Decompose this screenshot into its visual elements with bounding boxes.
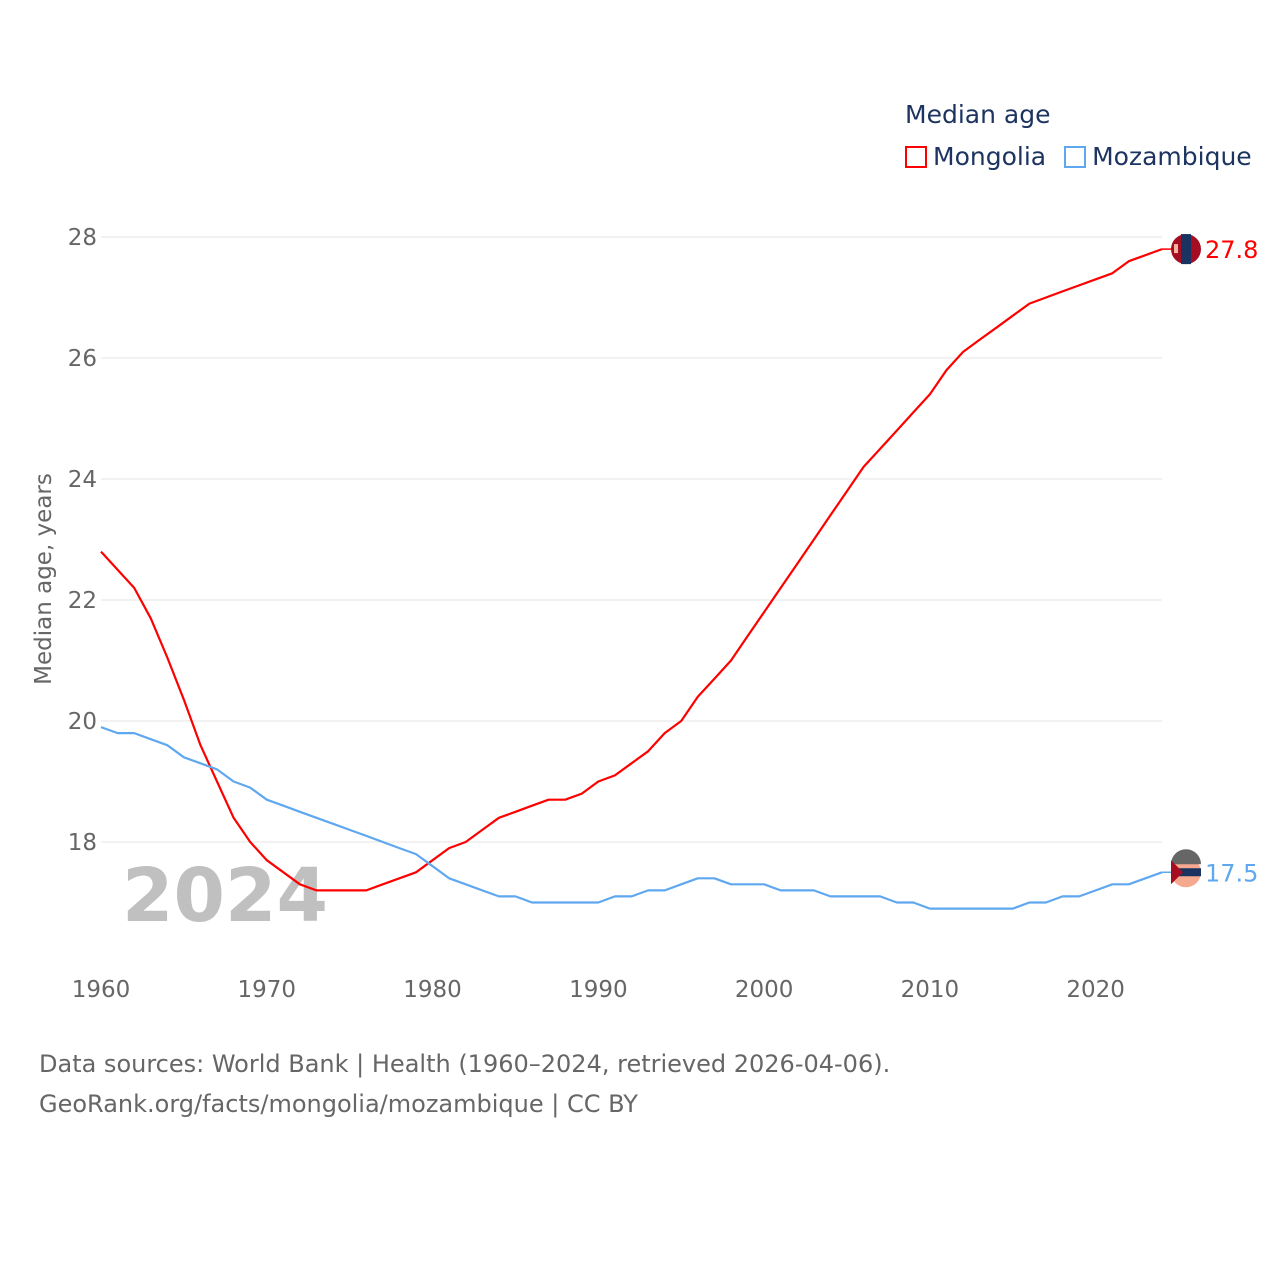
y-tick-label: 26: [68, 346, 97, 372]
series-line-mozambique: [100, 726, 1163, 910]
flag-stripe: [1171, 868, 1201, 877]
series-lines: [100, 248, 1163, 910]
x-tick-label: 1980: [403, 977, 462, 1003]
legend-item-mozambique[interactable]: Mozambique: [1064, 142, 1252, 171]
y-tick-label: 22: [68, 588, 97, 614]
x-tick-label: 2010: [901, 977, 960, 1003]
x-tick-label: 1990: [569, 977, 628, 1003]
y-tick-label: 28: [68, 225, 97, 251]
y-tick-label: 20: [68, 709, 97, 735]
y-axis-label: Median age, years: [31, 473, 57, 685]
flag-soyombo: [1174, 244, 1178, 254]
legend-label: Mozambique: [1092, 142, 1252, 171]
end-markers: 27.8 17.5: [1162, 234, 1258, 888]
end-value-label: 17.5: [1205, 859, 1258, 887]
x-axis-ticks: 1960 1970 1980 1990 2000 2010 2020: [72, 977, 1125, 1003]
legend-swatch-mongolia: [905, 145, 927, 168]
x-tick-label: 2000: [735, 977, 794, 1003]
flag-triangle: [1171, 860, 1183, 885]
x-tick-label: 1970: [238, 977, 297, 1003]
end-value-label: 27.8: [1205, 236, 1258, 264]
legend-item-mongolia[interactable]: Mongolia: [905, 142, 1046, 171]
y-tick-label: 18: [68, 830, 97, 856]
x-tick-label: 1960: [72, 977, 131, 1003]
legend-label: Mongolia: [933, 142, 1047, 171]
flag-stripe: [1181, 234, 1191, 265]
grid-lines: [101, 236, 1162, 843]
legend: Mongolia Mozambique: [905, 142, 1252, 171]
legend-swatch-mozambique: [1064, 145, 1087, 168]
year-watermark: 2024: [122, 853, 328, 939]
series-line-mongolia: [100, 248, 1163, 892]
attribution-text[interactable]: GeoRank.org/facts/mongolia/mozambique | …: [39, 1090, 638, 1118]
y-axis-ticks: 18 20 22 24 26 28: [68, 225, 97, 856]
legend-title: Median age: [905, 100, 1051, 129]
footer: Data sources: World Bank | Health (1960–…: [39, 1044, 890, 1124]
y-tick-label: 24: [68, 467, 97, 493]
x-tick-label: 2020: [1066, 977, 1125, 1003]
data-source-text: Data sources: World Bank | Health (1960–…: [39, 1050, 891, 1078]
flag-stripe: [1171, 849, 1201, 865]
